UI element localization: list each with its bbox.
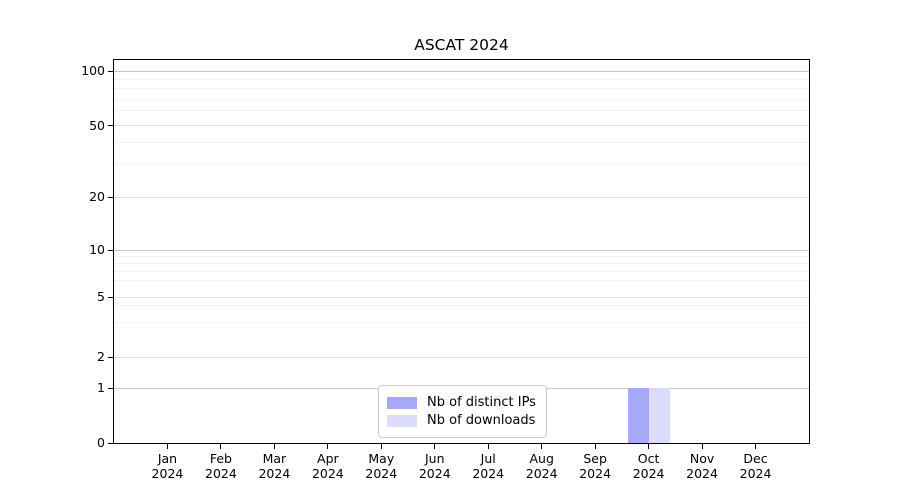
x-tick-label: Nov 2024 — [686, 451, 718, 481]
y-tick-label: 20 — [89, 189, 105, 205]
y-tick-mark — [108, 70, 113, 72]
x-tick-mark — [541, 444, 543, 449]
x-tick-mark — [220, 444, 222, 449]
x-tick-mark — [755, 444, 757, 449]
y-tick-label: 2 — [97, 349, 105, 365]
x-tick-label: Feb 2024 — [205, 451, 237, 481]
y-tick-mark — [108, 296, 113, 298]
x-tick-label: Mar 2024 — [258, 451, 291, 481]
x-tick-mark — [273, 444, 275, 449]
chart-title: ASCAT 2024 — [414, 36, 509, 54]
gridline — [114, 296, 809, 298]
y-tick-mark — [108, 196, 113, 198]
x-tick-label: Apr 2024 — [311, 451, 344, 481]
legend-swatch — [387, 396, 417, 409]
y-tick-mark — [108, 249, 113, 251]
gridline-minor — [114, 256, 809, 258]
x-tick-mark — [648, 444, 650, 449]
plot-area: 100 50 20 10 5 2 1 0 Jan 2024 Feb 2024 Mar 2024 Ap… — [81, 59, 810, 481]
legend-swatch — [387, 414, 417, 427]
legend-item: Nb of downloads — [387, 413, 536, 428]
legend-label: Nb of distinct IPs — [427, 395, 536, 410]
gridline-minor — [114, 321, 809, 323]
y-tick-label: 0 — [97, 435, 105, 450]
x-tick-mark — [487, 444, 489, 449]
gridline — [114, 356, 809, 358]
x-tick-mark — [701, 444, 703, 449]
y-tick-label: 1 — [97, 380, 105, 396]
x-tick-label: Jun 2024 — [418, 451, 451, 481]
gridline-minor — [114, 271, 809, 273]
gridline-minor — [114, 304, 809, 306]
x-tick-mark — [380, 444, 382, 449]
legend-item: Nb of distinct IPs — [387, 395, 536, 410]
x-tick-label: Dec 2024 — [739, 451, 772, 481]
y-tick-mark — [108, 356, 113, 358]
gridline-minor — [114, 110, 809, 112]
y-tick-label: 10 — [89, 242, 105, 258]
y-tick-mark — [108, 125, 113, 127]
gridline-minor — [114, 98, 809, 100]
x-tick-mark — [594, 444, 596, 449]
x-tick-mark — [327, 444, 329, 449]
y-tick-mark — [108, 442, 113, 444]
legend: Nb of distinct IPs Nb of downloads — [378, 385, 547, 438]
x-tick-label: Sep 2024 — [579, 451, 612, 481]
gridline — [114, 249, 809, 251]
gridline-minor — [114, 280, 809, 282]
bar-nb-of-distinct-ips — [627, 388, 649, 443]
legend-label: Nb of downloads — [427, 413, 536, 428]
bar-nb-of-downloads — [648, 388, 670, 443]
gridline — [114, 125, 809, 127]
gridline-minor — [114, 141, 809, 143]
gridline — [114, 196, 809, 198]
x-tick-label: Jul 2024 — [472, 451, 505, 481]
x-tick-label: Jan 2024 — [151, 451, 184, 481]
y-tick-label: 5 — [97, 289, 105, 305]
gridline-minor — [114, 87, 809, 89]
gridline — [114, 70, 809, 72]
gridline-minor — [114, 263, 809, 265]
x-tick-label: Oct 2024 — [632, 451, 665, 481]
y-tick-label: 100 — [81, 63, 105, 79]
x-tick-mark — [166, 444, 168, 449]
y-tick-label: 50 — [89, 117, 105, 133]
x-tick-label: Aug 2024 — [525, 451, 558, 481]
x-tick-mark — [434, 444, 436, 449]
gridline-minor — [114, 78, 809, 80]
gridline-minor — [114, 164, 809, 166]
y-tick-mark — [108, 387, 113, 389]
x-tick-label: May 2024 — [365, 451, 398, 481]
